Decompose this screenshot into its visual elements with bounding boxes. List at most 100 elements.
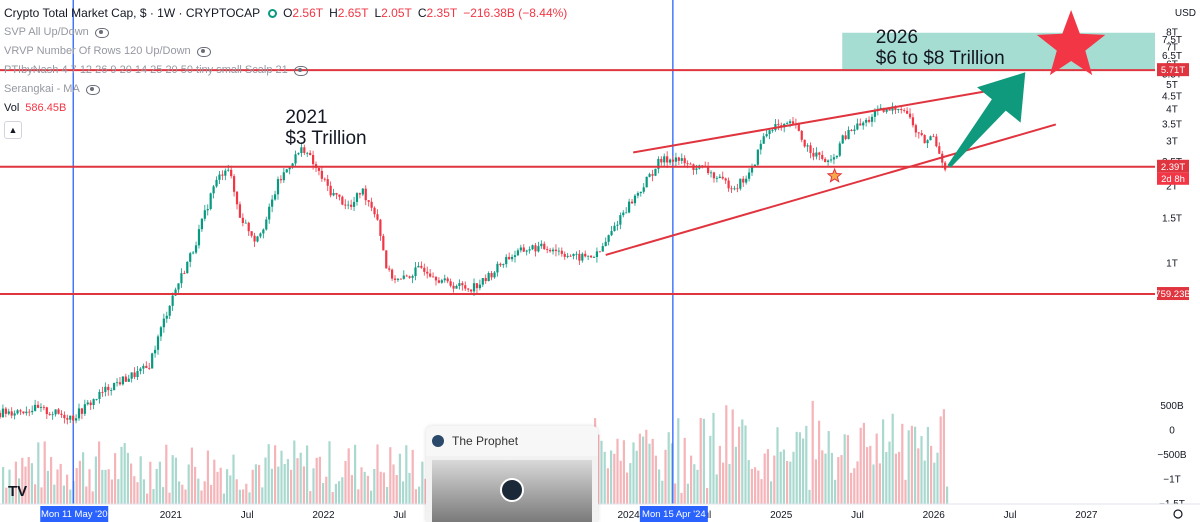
candle-body (221, 174, 224, 176)
candle-body (566, 255, 569, 257)
prophet-video-thumbnail[interactable] (432, 460, 592, 522)
candle-body (95, 398, 98, 400)
candle-body (923, 134, 926, 144)
candle-body (405, 275, 408, 277)
candle (569, 254, 572, 257)
eye-hidden-icon[interactable] (293, 65, 308, 76)
candle-body (420, 265, 423, 268)
candle-body (660, 158, 663, 163)
candle (92, 398, 95, 410)
candle (402, 270, 405, 280)
candle-body (543, 243, 546, 250)
candle (209, 192, 212, 211)
candle-body (788, 121, 792, 124)
candle-body (431, 276, 435, 278)
level-price-label: 5.71T (1161, 65, 1185, 76)
volume-bar (315, 457, 318, 504)
tradingview-logo[interactable]: TV (8, 483, 28, 500)
candle-body (625, 212, 628, 214)
volume-bar (757, 470, 760, 504)
candle (826, 159, 830, 166)
candle (721, 171, 724, 180)
candle-body (712, 172, 716, 179)
candle-body (765, 134, 768, 137)
candle (636, 191, 639, 199)
volume-bar (894, 453, 897, 504)
volume-bar (322, 482, 325, 504)
candle-body (575, 253, 578, 255)
candle-body (865, 119, 868, 123)
volume-bar (763, 453, 766, 504)
indicator-label: VRVP Number Of Rows 120 Up/Down (4, 45, 191, 57)
candle-body (241, 217, 244, 223)
candle-body (186, 261, 189, 274)
candle-body (393, 278, 397, 280)
candle-body (812, 152, 815, 157)
indicator-row[interactable]: SVP All Up/Down (4, 23, 567, 42)
volume-bar (379, 471, 382, 504)
countdown-label: 2d 8h (1161, 174, 1185, 185)
low-value: 2.05T (381, 6, 412, 20)
level-price-tag (1157, 287, 1189, 301)
volume-bar (222, 493, 225, 504)
candle (628, 198, 631, 214)
indicator-row[interactable]: Serangkai - MA (4, 80, 567, 99)
candle (34, 399, 37, 412)
currency-label[interactable]: USD (1174, 8, 1196, 19)
candle-body (414, 267, 417, 277)
volume-bar (395, 475, 398, 504)
volume-bar (133, 476, 136, 504)
candle (908, 108, 912, 119)
candle-body (803, 139, 806, 147)
volume-bar (866, 447, 869, 504)
candle-body (376, 214, 379, 220)
candle-body (28, 411, 31, 413)
candle (941, 150, 944, 169)
volume-bar (693, 464, 696, 504)
indicator-row[interactable]: PTIbyNash 4 7 12 26 9 20 14 25 20 50 tin… (4, 61, 567, 80)
candle-body (619, 215, 622, 225)
candle-body (329, 185, 332, 196)
volume-bar (418, 486, 421, 504)
eye-hidden-icon[interactable] (85, 84, 100, 95)
volume-bar (363, 471, 366, 504)
volume-value: 586.45B (25, 102, 67, 114)
candle (344, 199, 347, 210)
candle-body (145, 365, 148, 369)
eye-hidden-icon[interactable] (196, 46, 211, 57)
candle-body (464, 285, 467, 289)
volume-row[interactable]: Vol 586.45B (4, 99, 567, 118)
candle-body (680, 158, 683, 161)
eye-hidden-icon[interactable] (94, 27, 109, 38)
volume-bar (171, 455, 174, 504)
volume-bar (901, 423, 904, 504)
collapse-legend-button[interactable]: ▲ (4, 121, 22, 139)
candle-body (69, 415, 72, 420)
candle (727, 177, 730, 192)
candle-body (203, 210, 206, 219)
prophet-card[interactable]: The Prophet (426, 426, 598, 522)
candle (279, 175, 283, 184)
candle (756, 149, 759, 167)
candle-body (862, 122, 865, 126)
volume-bar (718, 445, 721, 504)
level-price-tag (1157, 63, 1189, 77)
volume-bar (2, 467, 5, 504)
volume-bar (312, 468, 315, 504)
volume-bar (616, 438, 619, 504)
indicator-row[interactable]: VRVP Number Of Rows 120 Up/Down (4, 42, 567, 61)
volume-bar (779, 451, 782, 504)
volume-bar (162, 487, 165, 504)
candle (595, 247, 599, 263)
symbol-title[interactable]: Crypto Total Market Cap, $ · 1W · CRYPTO… (4, 6, 261, 20)
candle-body (268, 206, 271, 220)
volume-bar (11, 489, 14, 504)
candle-body (707, 166, 710, 174)
volume-bar (786, 461, 789, 504)
candle-body (253, 235, 256, 242)
candle (455, 284, 458, 289)
volume-bar (37, 442, 40, 504)
volume-bar (238, 489, 241, 504)
candle (323, 177, 326, 182)
